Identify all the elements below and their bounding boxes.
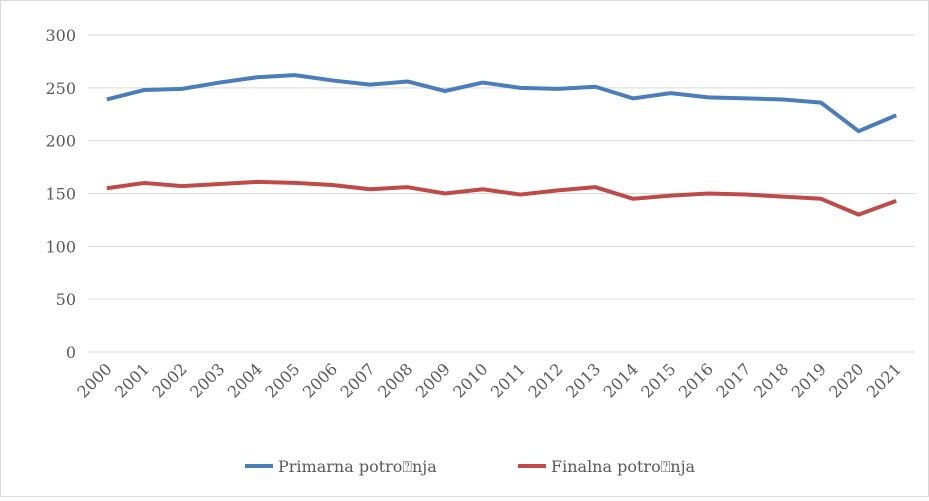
line-series — [106, 73, 897, 134]
legend-label: Finalna potro⍰nja — [551, 457, 696, 476]
line-series — [106, 179, 897, 217]
y-tick-label: 100 — [45, 237, 76, 256]
y-tick-label: 250 — [45, 79, 76, 98]
y-tick-label: 150 — [45, 185, 76, 204]
y-tick-label: 300 — [45, 26, 76, 45]
y-tick-label: 200 — [45, 132, 76, 151]
y-tick-label: 50 — [56, 290, 76, 309]
y-tick-label: 0 — [66, 343, 76, 362]
legend-label: Primarna potro⍰nja — [278, 457, 437, 476]
